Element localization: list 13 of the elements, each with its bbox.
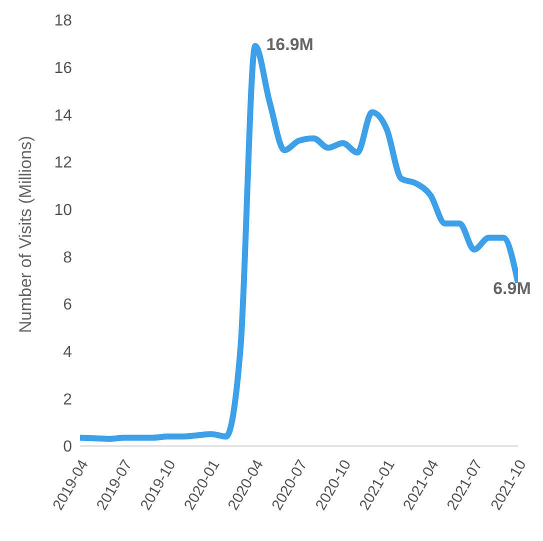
annotation: 6.9M xyxy=(493,278,531,298)
y-axis-title: Number of Visits (Millions) xyxy=(16,136,36,333)
y-tick-label: 6 xyxy=(63,296,72,314)
y-tick-label: 2 xyxy=(63,391,72,408)
annotation: 16.9M xyxy=(266,35,314,54)
y-tick-label: 10 xyxy=(54,202,72,220)
y-tick-label: 0 xyxy=(63,438,72,456)
y-tick-label: 18 xyxy=(54,12,72,30)
y-tick-label: 8 xyxy=(63,249,72,266)
y-tick-label: 12 xyxy=(54,154,72,172)
y-tick-label: 14 xyxy=(54,107,72,124)
y-tick-label: 4 xyxy=(63,344,72,362)
y-tick-label: 16 xyxy=(54,60,72,78)
